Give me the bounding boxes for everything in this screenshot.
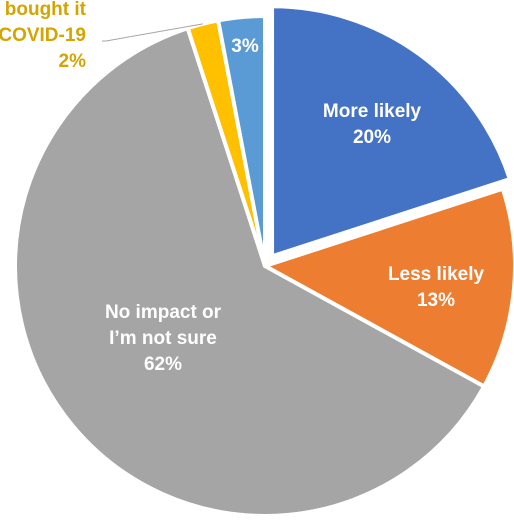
slice-label-line: bought it	[5, 0, 87, 20]
slice-label-line: I’m not sure	[109, 328, 217, 349]
leader-lines	[102, 23, 203, 42]
slice-label-line: More likely	[323, 101, 422, 122]
leader-line-3	[102, 23, 203, 42]
slice-label-2: No impact or I’m not sure 62%	[105, 302, 222, 375]
slice-label-4: 3%	[231, 36, 259, 57]
slice-label-1: Less likely 13%	[388, 264, 485, 311]
pie-slice-0	[270, 4, 512, 259]
slice-label-line: 2%	[59, 51, 87, 72]
slice-label-0: More likely 20%	[323, 101, 422, 148]
slice-label-line: No impact or	[105, 302, 222, 323]
slice-label-line: Less likely	[388, 264, 485, 285]
pie-slice-2	[13, 26, 487, 518]
slice-label-line: 13%	[417, 290, 455, 311]
slice-label-line: COVID-19	[0, 25, 86, 46]
pie-slice-4	[216, 14, 267, 268]
slice-label-line: 3%	[231, 36, 259, 57]
pie-slices	[13, 4, 514, 518]
slice-labels: More likely 20% Less likely 13% No impact or…	[0, 0, 485, 375]
slice-label-line: 62%	[144, 354, 182, 375]
slice-label-line: 20%	[353, 127, 391, 148]
slice-label-3: bought it COVID-19 2%	[0, 0, 87, 72]
